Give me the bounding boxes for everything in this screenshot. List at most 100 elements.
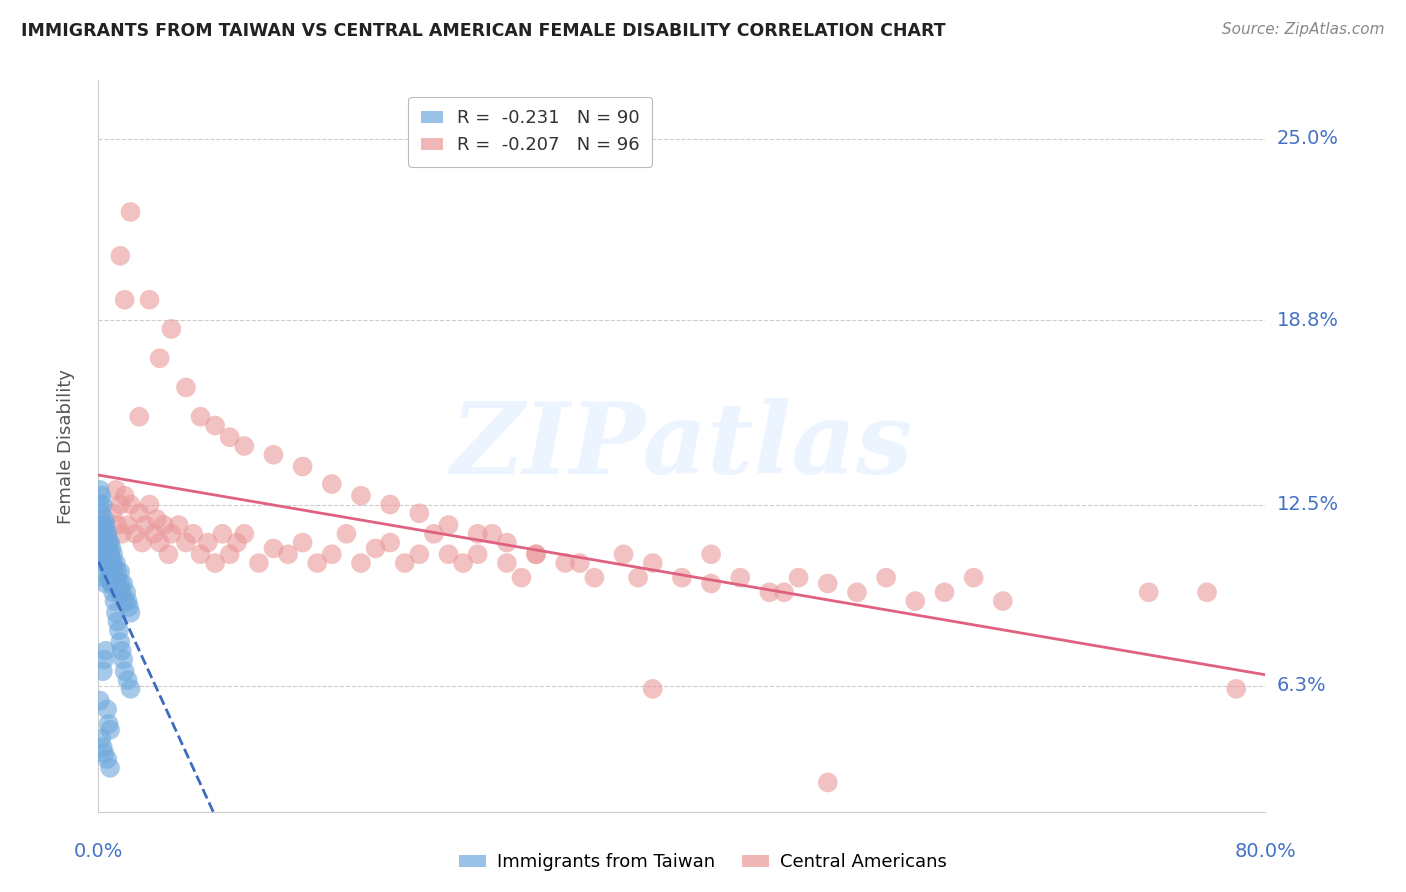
Point — [700, 547, 723, 561]
Text: 80.0%: 80.0% — [1234, 842, 1296, 862]
Point — [110, 565, 132, 579]
Point — [437, 547, 460, 561]
Point — [108, 624, 131, 638]
Point — [247, 556, 270, 570]
Point — [277, 547, 299, 561]
Point — [100, 556, 122, 570]
Point — [218, 430, 240, 444]
Point — [112, 652, 135, 666]
Point — [114, 489, 136, 503]
Point — [846, 585, 869, 599]
Point — [96, 556, 118, 570]
Point — [89, 498, 111, 512]
Point — [90, 547, 112, 561]
Point — [100, 541, 122, 556]
Point — [97, 556, 120, 570]
Point — [408, 547, 430, 561]
Point — [94, 556, 117, 570]
Point — [197, 535, 219, 549]
Point — [108, 585, 131, 599]
Point — [190, 409, 212, 424]
Point — [90, 506, 112, 520]
Point — [96, 702, 118, 716]
Point — [117, 594, 139, 608]
Point — [167, 518, 190, 533]
Point — [262, 541, 284, 556]
Y-axis label: Female Disability: Female Disability — [56, 368, 75, 524]
Point — [380, 535, 402, 549]
Point — [117, 518, 139, 533]
Point — [97, 535, 120, 549]
Point — [120, 205, 142, 219]
Point — [423, 526, 446, 541]
Point — [100, 576, 122, 591]
Point — [111, 585, 134, 599]
Point — [90, 535, 112, 549]
Point — [93, 652, 115, 666]
Point — [91, 740, 114, 755]
Point — [380, 498, 402, 512]
Point — [467, 526, 489, 541]
Point — [112, 576, 135, 591]
Point — [93, 746, 115, 760]
Point — [101, 571, 124, 585]
Text: 18.8%: 18.8% — [1277, 310, 1339, 330]
Point — [128, 506, 150, 520]
Point — [233, 439, 256, 453]
Point — [262, 448, 284, 462]
Point — [89, 526, 111, 541]
Point — [103, 594, 125, 608]
Point — [408, 506, 430, 520]
Point — [817, 576, 839, 591]
Point — [350, 556, 373, 570]
Point — [481, 526, 503, 541]
Point — [875, 571, 897, 585]
Point — [93, 526, 115, 541]
Point — [174, 380, 197, 394]
Point — [730, 571, 752, 585]
Point — [335, 526, 357, 541]
Point — [110, 635, 132, 649]
Point — [97, 535, 120, 549]
Point — [98, 565, 121, 579]
Point — [218, 547, 240, 561]
Point — [204, 556, 226, 570]
Point — [131, 535, 153, 549]
Point — [89, 483, 111, 497]
Point — [96, 547, 118, 561]
Point — [98, 723, 121, 737]
Point — [115, 585, 138, 599]
Legend: Immigrants from Taiwan, Central Americans: Immigrants from Taiwan, Central American… — [451, 847, 955, 879]
Point — [321, 547, 343, 561]
Point — [524, 547, 547, 561]
Point — [350, 489, 373, 503]
Point — [97, 556, 120, 570]
Point — [991, 594, 1014, 608]
Point — [174, 535, 197, 549]
Point — [226, 535, 249, 549]
Text: 25.0%: 25.0% — [1277, 129, 1339, 148]
Point — [904, 594, 927, 608]
Point — [104, 483, 127, 497]
Point — [1137, 585, 1160, 599]
Point — [364, 541, 387, 556]
Point — [962, 571, 984, 585]
Point — [94, 535, 117, 549]
Point — [111, 644, 134, 658]
Point — [110, 576, 132, 591]
Point — [233, 526, 256, 541]
Point — [96, 526, 118, 541]
Point — [96, 541, 118, 556]
Point — [96, 526, 118, 541]
Point — [104, 606, 127, 620]
Point — [91, 498, 114, 512]
Point — [160, 322, 183, 336]
Text: IMMIGRANTS FROM TAIWAN VS CENTRAL AMERICAN FEMALE DISABILITY CORRELATION CHART: IMMIGRANTS FROM TAIWAN VS CENTRAL AMERIC… — [21, 22, 946, 40]
Point — [114, 594, 136, 608]
Point — [118, 599, 141, 614]
Point — [934, 585, 956, 599]
Point — [97, 717, 120, 731]
Point — [98, 535, 121, 549]
Point — [93, 518, 115, 533]
Point — [204, 418, 226, 433]
